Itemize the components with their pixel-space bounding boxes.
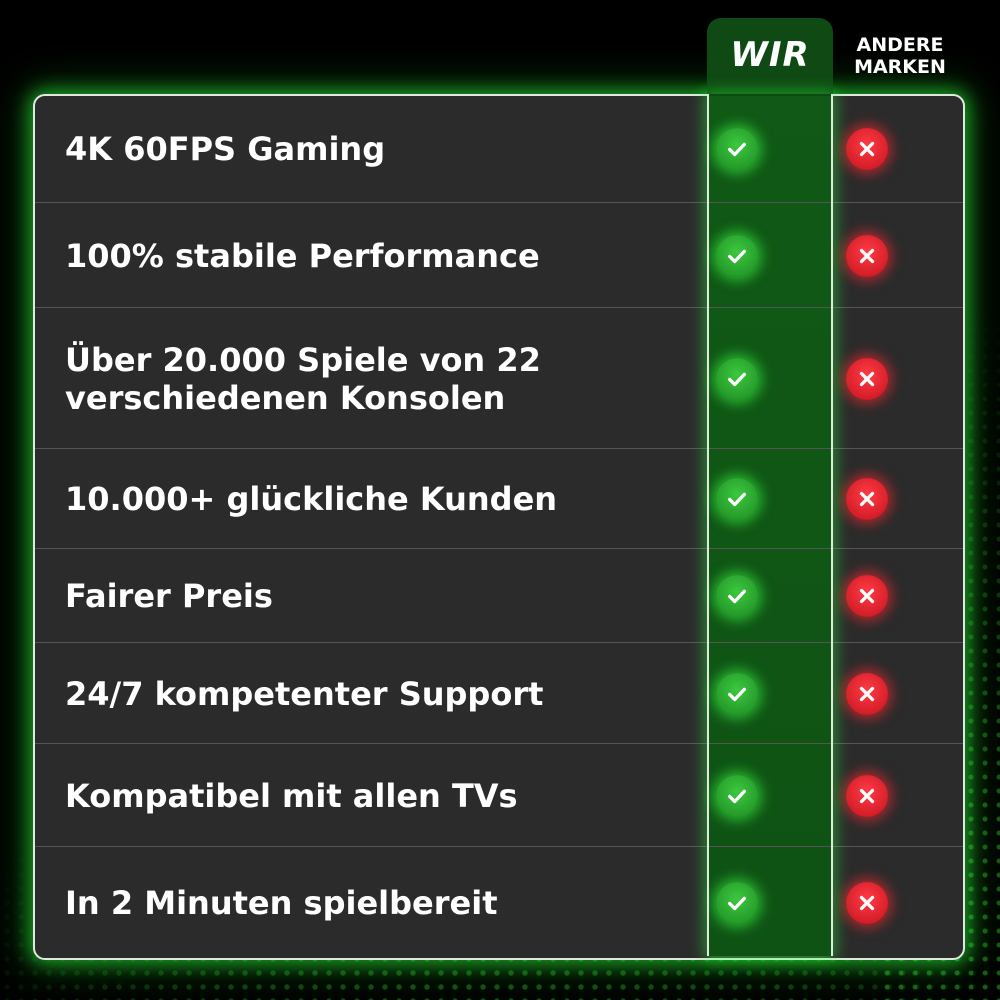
cross-icon xyxy=(846,234,888,277)
cross-icon xyxy=(846,128,888,170)
check-icon xyxy=(716,575,758,617)
cross-icon xyxy=(846,672,888,715)
table-row: 4K 60FPS Gaming xyxy=(35,96,963,202)
check-icon xyxy=(716,478,758,520)
feature-label: Kompatibel mit allen TVs xyxy=(65,776,518,815)
check-icon xyxy=(716,672,758,715)
check-icon xyxy=(716,882,758,924)
table-row: 10.000+ glückliche Kunden xyxy=(35,448,963,549)
feature-label: In 2 Minuten spielbereit xyxy=(65,884,498,922)
cross-icon xyxy=(846,575,888,617)
column-header-wir-label: WIR xyxy=(730,35,810,75)
check-icon xyxy=(716,234,758,277)
comparison-rows: 4K 60FPS Gaming 100% stabile Performance… xyxy=(35,96,963,958)
table-row: Kompatibel mit allen TVs xyxy=(35,743,963,847)
table-row: In 2 Minuten spielbereit xyxy=(35,846,963,958)
column-header-andere-line2: MARKEN xyxy=(854,56,946,78)
cross-icon xyxy=(846,478,888,520)
cross-icon xyxy=(846,357,888,400)
comparison-table: 4K 60FPS Gaming 100% stabile Performance… xyxy=(33,94,965,960)
table-row: Fairer Preis xyxy=(35,548,963,643)
table-row: 100% stabile Performance xyxy=(35,202,963,308)
cross-icon xyxy=(846,882,888,924)
feature-label: 24/7 kompetenter Support xyxy=(65,674,544,713)
check-icon xyxy=(716,357,758,400)
feature-label: Über 20.000 Spiele von 22 verschiedenen … xyxy=(65,340,541,417)
feature-label: Fairer Preis xyxy=(65,577,273,615)
table-row: 24/7 kompetenter Support xyxy=(35,642,963,744)
feature-label: 10.000+ glückliche Kunden xyxy=(65,480,558,518)
check-icon xyxy=(716,128,758,170)
cross-icon xyxy=(846,774,888,817)
check-icon xyxy=(716,774,758,817)
column-header-andere-line1: ANDERE xyxy=(856,34,944,56)
column-header-wir: WIR xyxy=(707,18,833,92)
feature-label: 4K 60FPS Gaming xyxy=(65,130,386,168)
table-row: Über 20.000 Spiele von 22 verschiedenen … xyxy=(35,307,963,449)
feature-label: 100% stabile Performance xyxy=(65,236,540,275)
column-header-andere-marken: ANDERE MARKEN xyxy=(836,34,964,78)
